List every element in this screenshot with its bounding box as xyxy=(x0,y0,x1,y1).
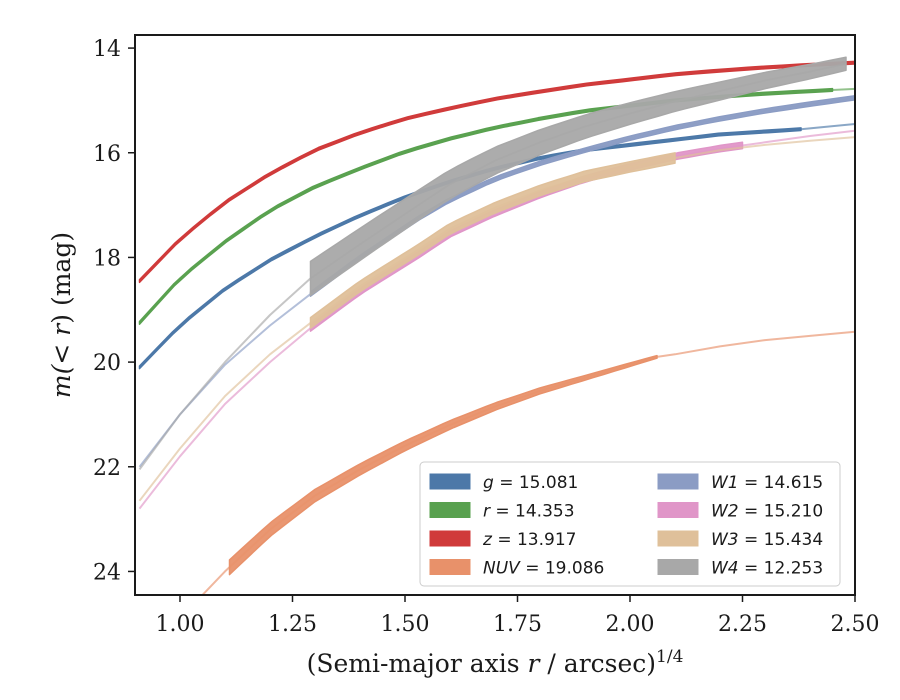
y-tick-label: 16 xyxy=(93,142,121,167)
legend-item-w1: W1 = 14.615 xyxy=(657,473,823,493)
legend-label: W4 = 12.253 xyxy=(711,559,823,579)
series-nuv xyxy=(201,330,855,595)
legend-frame xyxy=(419,461,841,587)
y-axis-label: m(< r) (mag) xyxy=(47,232,76,398)
legend-swatch xyxy=(657,502,699,518)
legend-swatch xyxy=(657,559,699,575)
x-axis-label: (Semi-major axis r / arcsec)1/4 xyxy=(307,647,684,678)
x-tick-label: 1.50 xyxy=(381,612,430,637)
legend: g = 15.081 r = 14.353 z = 13.917 NUV = 19.0… xyxy=(419,461,841,587)
legend-swatch xyxy=(429,473,471,490)
series-w1 xyxy=(138,94,855,468)
y-tick-label: 18 xyxy=(93,246,121,271)
x-tick-label: 2.00 xyxy=(606,612,655,637)
series-band-w1 xyxy=(309,94,855,297)
x-tick-label: 1.25 xyxy=(268,612,317,637)
x-tick-label: 2.50 xyxy=(831,612,880,637)
series-band-nuv xyxy=(228,354,658,576)
legend-swatch xyxy=(657,530,699,547)
legend-item-nuv: NUV = 19.086 xyxy=(429,559,604,579)
legend-swatch xyxy=(429,502,471,518)
series-band-z xyxy=(138,60,855,284)
series-z xyxy=(138,60,855,284)
legend-item-r: r = 14.353 xyxy=(429,502,575,522)
legend-item-w4: W4 = 12.253 xyxy=(657,559,823,579)
y-tick-label: 24 xyxy=(93,560,121,585)
legend-swatch xyxy=(429,530,471,547)
series-band-w3 xyxy=(309,152,676,329)
legend-label: W3 = 15.434 xyxy=(711,530,823,550)
ticks-layer: 1.00 1.25 1.50 1.75 2.00 2.25 2.50 14 16 18 20 22 24 xyxy=(93,37,879,637)
legend-label: NUV = 19.086 xyxy=(483,559,604,579)
legend-swatch xyxy=(657,473,699,490)
legend-label: g = 15.081 xyxy=(483,473,578,493)
legend-item-w3: W3 = 15.434 xyxy=(657,530,823,550)
legend-item-z: z = 13.917 xyxy=(429,530,576,550)
legend-item-w2: W2 = 15.210 xyxy=(657,502,823,522)
legend-label: r = 14.353 xyxy=(483,502,575,522)
y-tick-label: 14 xyxy=(93,37,121,62)
x-tick-label: 1.00 xyxy=(156,612,205,637)
y-tick-label: 20 xyxy=(93,351,121,376)
legend-swatch xyxy=(429,559,471,575)
plot-frame xyxy=(134,34,856,596)
x-tick-label: 1.75 xyxy=(493,612,542,637)
legend-label: W2 = 15.210 xyxy=(711,502,823,522)
series-band-r xyxy=(138,87,834,325)
y-tick-label: 22 xyxy=(93,456,121,481)
x-tick-label: 2.25 xyxy=(718,612,767,637)
series-w4 xyxy=(138,56,847,470)
series-band-w4 xyxy=(309,56,847,297)
series-line-w3 xyxy=(138,136,855,502)
series-w3 xyxy=(138,136,855,502)
legend-label: z = 13.917 xyxy=(482,530,576,550)
legend-label: W1 = 14.615 xyxy=(711,473,823,493)
series-layer xyxy=(138,56,855,595)
legend-item-g: g = 15.081 xyxy=(429,473,578,493)
